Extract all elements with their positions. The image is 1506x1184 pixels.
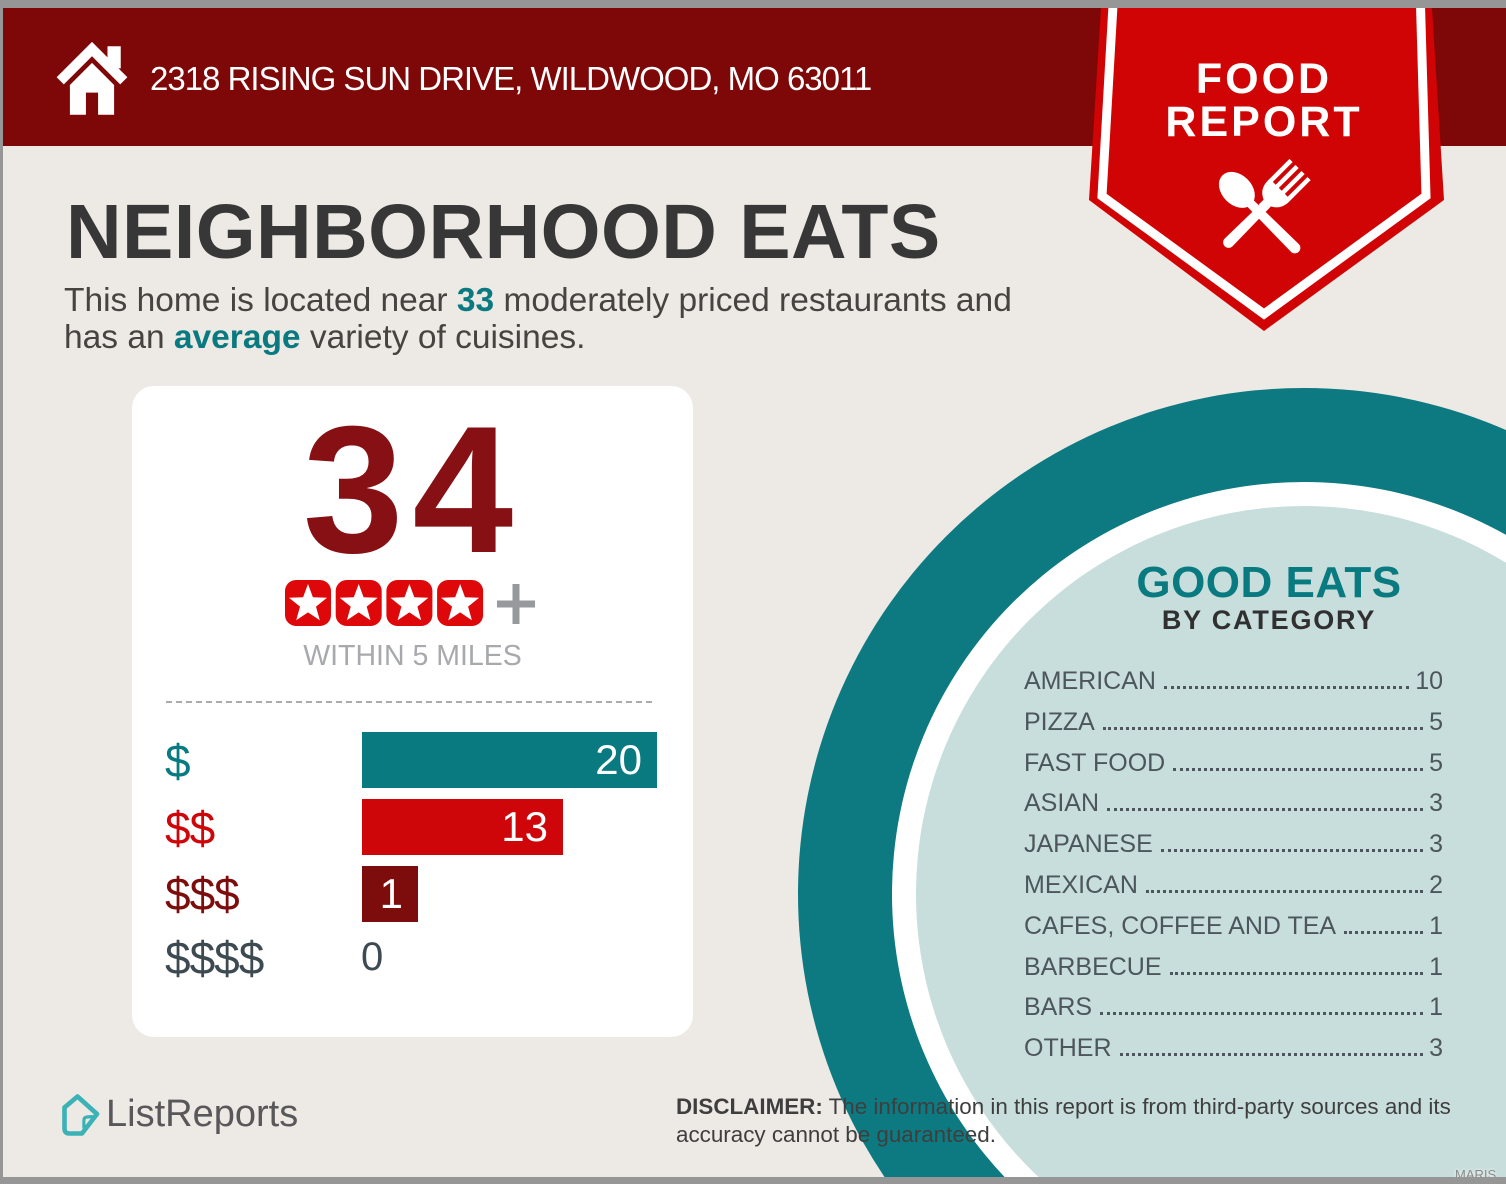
svg-text:FOOD: FOOD: [1196, 55, 1332, 103]
svg-text:REPORT: REPORT: [1165, 98, 1362, 146]
